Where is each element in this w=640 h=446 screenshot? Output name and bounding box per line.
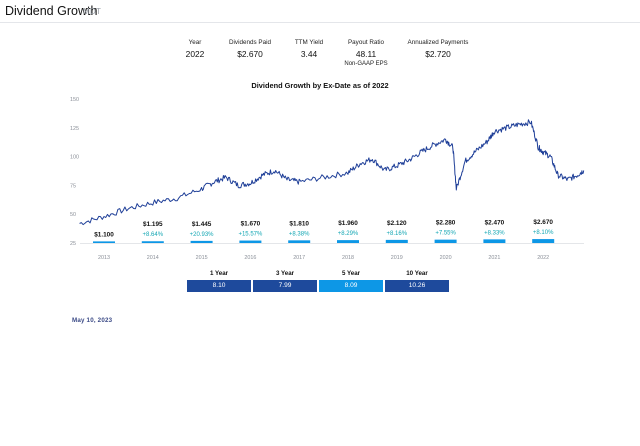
bar-value-label: $1.670 xyxy=(241,221,261,228)
growth-header-1-year: 1 Year xyxy=(209,270,229,277)
growth-label: +8.33% xyxy=(484,230,505,236)
growth-label: +8.64% xyxy=(143,232,164,238)
growth-label: +7.55% xyxy=(435,231,456,237)
growth-header-3-year: 3 Year xyxy=(275,270,295,277)
growth-value-5-year: 8.09 xyxy=(319,280,383,292)
x-tick-label: 2016 xyxy=(244,255,256,261)
bar xyxy=(93,241,115,243)
bar-value-label: $1.195 xyxy=(143,221,163,228)
x-tick-label: 2018 xyxy=(342,255,354,261)
bar-value-label: $1.810 xyxy=(289,220,309,227)
stat-annualized-payments: Annualized Payments $2.720 xyxy=(398,39,478,59)
y-tick-label: 100 xyxy=(70,155,79,161)
x-tick-label: 2019 xyxy=(391,255,403,261)
growth-label: +20.93% xyxy=(190,232,215,238)
growth-value-3-year: 7.99 xyxy=(253,280,317,292)
stat-label: Annualized Payments xyxy=(407,39,469,46)
stat-ttm-yield: TTM Yield 3.44 xyxy=(284,39,334,59)
bar xyxy=(483,239,506,243)
y-tick-label: 25 xyxy=(70,241,76,247)
growth-value-1-year: 8.10 xyxy=(187,280,251,292)
stat-label: TTM Yield xyxy=(294,39,324,46)
growth-label: +8.29% xyxy=(338,231,359,237)
growth-label: +8.16% xyxy=(387,231,408,237)
growth-label: +8.10% xyxy=(533,230,554,236)
y-tick-label: 50 xyxy=(70,212,76,218)
bar xyxy=(239,240,262,243)
stat-note: Non-GAAP EPS xyxy=(344,61,388,67)
x-tick-label: 2021 xyxy=(488,255,500,261)
y-tick-label: 125 xyxy=(70,126,79,132)
stat-value: 3.44 xyxy=(300,49,318,59)
y-tick-label: 150 xyxy=(70,97,79,103)
bar xyxy=(337,240,359,243)
stat-label: Dividends Paid xyxy=(228,39,271,46)
stat-payout-ratio: Payout Ratio 48.11 Non-GAAP EPS xyxy=(336,39,396,67)
bar-value-label: $1.445 xyxy=(192,221,212,228)
x-tick-label: 2013 xyxy=(98,255,110,261)
x-tick-label: 2022 xyxy=(537,255,549,261)
x-tick-label: 2014 xyxy=(147,255,159,261)
bar xyxy=(532,239,555,243)
stat-dividends-paid: Dividends Paid $2.670 xyxy=(218,39,282,59)
bar-value-label: $2.120 xyxy=(387,220,407,227)
stat-value: $2.670 xyxy=(237,49,263,59)
bar-value-label: $1.100 xyxy=(94,231,114,238)
y-tick-label: 75 xyxy=(70,183,76,189)
price-line xyxy=(79,119,585,226)
stat-label: Year xyxy=(188,39,202,46)
bar xyxy=(141,241,164,243)
bar xyxy=(288,240,311,243)
page-title: Dividend Growth xyxy=(5,4,98,18)
growth-label: +15.57% xyxy=(238,232,263,238)
growth-header-5-year: 5 Year xyxy=(341,270,361,277)
bar-value-label: $2.280 xyxy=(436,220,456,227)
bar-value-label: $1.960 xyxy=(338,220,358,227)
stat-label: Payout Ratio xyxy=(347,39,385,46)
growth-value-10-year: 10.26 xyxy=(385,280,449,292)
bar-value-label: $2.670 xyxy=(533,219,553,226)
bar xyxy=(434,239,457,243)
x-tick-label: 2020 xyxy=(440,255,452,261)
bar xyxy=(190,240,213,243)
stat-value: 2022 xyxy=(185,49,205,59)
ticker-symbol: MDT xyxy=(83,7,102,16)
stat-value: $2.720 xyxy=(425,49,451,59)
stat-year: Year 2022 xyxy=(175,39,215,59)
chart-title: Dividend Growth by Ex-Date as of 2022 xyxy=(251,81,389,90)
x-tick-label: 2017 xyxy=(293,255,305,261)
as-of-date: May 10, 2023 xyxy=(72,317,113,324)
bar xyxy=(385,239,408,243)
stat-value: 48.11 xyxy=(355,49,377,59)
growth-label: +8.38% xyxy=(289,231,310,237)
growth-header-10-year: 10 Year xyxy=(406,270,428,277)
bar-value-label: $2.470 xyxy=(485,219,505,226)
x-tick-label: 2015 xyxy=(196,255,208,261)
page-header: Dividend Growth MDT xyxy=(0,0,640,23)
